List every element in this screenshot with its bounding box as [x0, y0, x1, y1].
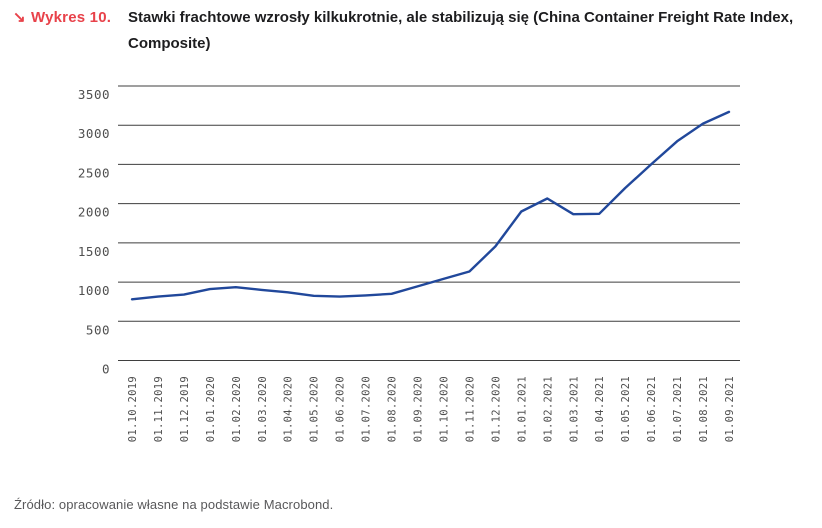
x-tick-label: 01.03.2020	[257, 376, 269, 442]
figure-arrow-icon: ↘	[13, 9, 26, 26]
x-tick-label: 01.05.2021	[620, 376, 632, 442]
x-tick-label: 01.08.2021	[698, 376, 710, 442]
x-tick-label: 01.12.2019	[179, 376, 191, 442]
y-tick-label: 1000	[78, 283, 110, 298]
source-note: Źródło: opracowanie własne na podstawie …	[14, 497, 334, 512]
x-tick-label: 01.01.2020	[205, 376, 217, 442]
x-tick-label: 01.11.2020	[464, 376, 476, 442]
x-tick-label: 01.09.2021	[724, 376, 736, 442]
y-tick-label: 0	[102, 362, 110, 377]
x-tick-label: 01.06.2021	[646, 376, 658, 442]
y-tick-label: 1500	[78, 244, 110, 259]
x-tick-label: 01.03.2021	[568, 376, 580, 442]
y-tick-label: 500	[86, 322, 110, 337]
x-tick-label: 01.09.2020	[413, 376, 425, 442]
x-tick-label: 01.11.2019	[153, 376, 165, 442]
freight-rate-line-chart: 0 500 1000 1500 2000 2500 3000 3500 01.10.2019 01…	[78, 85, 740, 442]
y-tick-label: 3000	[78, 126, 110, 141]
x-tick-label: 01.06.2020	[335, 376, 347, 442]
x-tick-label: 01.02.2021	[542, 376, 554, 442]
x-tick-label: 01.02.2020	[231, 376, 243, 442]
data-line-ccfi	[130, 110, 731, 301]
chart-title: Stawki frachtowe wzrosły kilkukrotnie, a…	[128, 9, 794, 52]
y-tick-label: 2500	[78, 165, 110, 180]
x-tick-label: 01.04.2021	[594, 376, 606, 442]
x-tick-label: 01.10.2020	[439, 376, 451, 442]
x-tick-label: 01.07.2020	[361, 376, 373, 442]
x-tick-label: 01.07.2021	[672, 376, 684, 442]
x-tick-label: 01.04.2020	[283, 376, 295, 442]
x-tick-label: 01.10.2019	[127, 376, 139, 442]
x-tick-label: 01.12.2020	[490, 376, 502, 442]
x-tick-label: 01.05.2020	[309, 376, 321, 442]
figure-label: Wykres 10.	[31, 9, 112, 26]
y-tick-label: 3500	[78, 87, 110, 102]
x-tick-label: 01.08.2020	[387, 376, 399, 442]
x-tick-label: 01.01.2021	[516, 376, 528, 442]
y-tick-label: 2000	[78, 205, 110, 220]
